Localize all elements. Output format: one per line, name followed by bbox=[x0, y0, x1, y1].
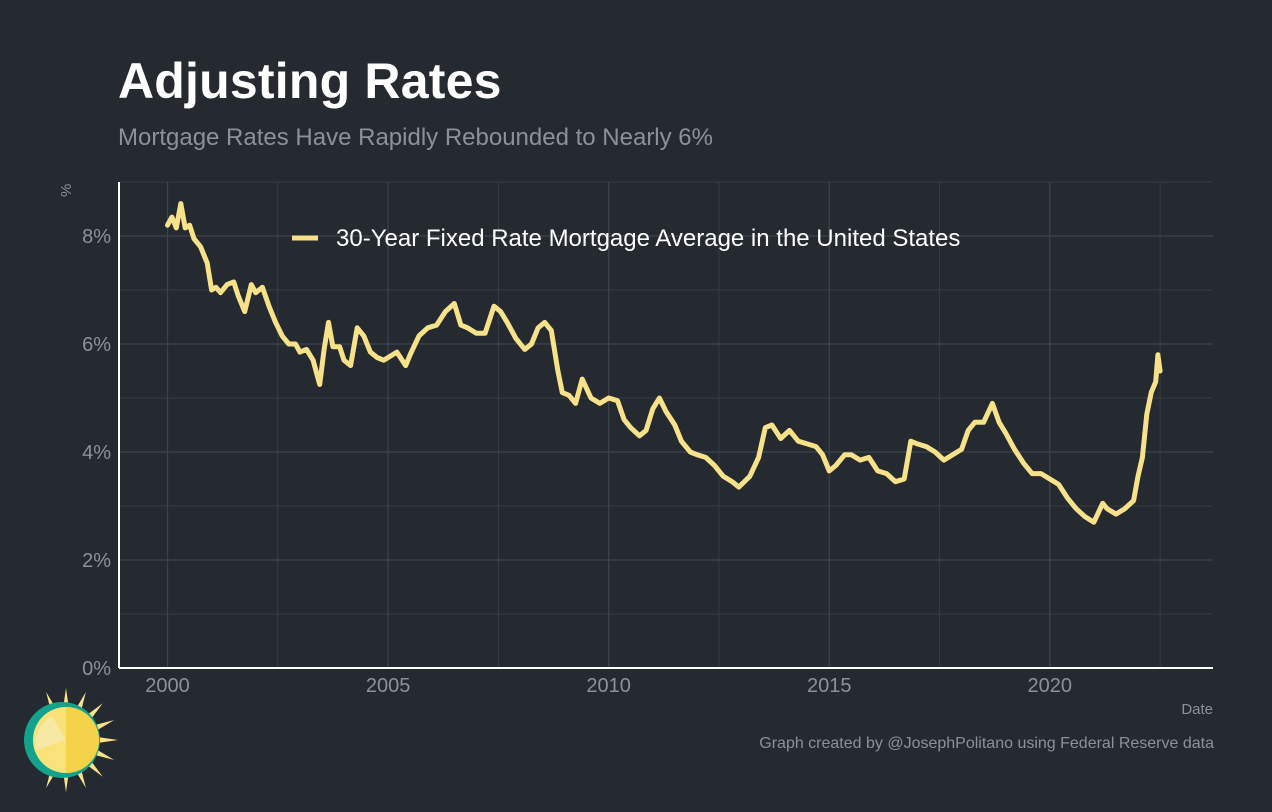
x-axis-label: Date bbox=[1181, 701, 1213, 718]
legend: 30-Year Fixed Rate Mortgage Average in t… bbox=[292, 225, 960, 252]
axes: % Date bbox=[58, 182, 1213, 718]
y-tick-label: 8% bbox=[82, 226, 111, 248]
x-tick-label: 2005 bbox=[366, 675, 411, 697]
sun-icon bbox=[24, 688, 118, 792]
grid-lines bbox=[119, 181, 1213, 668]
chart-subtitle: Mortgage Rates Have Rapidly Rebounded to… bbox=[118, 124, 713, 151]
y-tick-label: 2% bbox=[82, 550, 111, 572]
y-tick-label: 0% bbox=[82, 658, 111, 680]
y-tick-label: 4% bbox=[82, 442, 111, 464]
x-tick-label: 2000 bbox=[145, 675, 190, 697]
y-tick-label: 6% bbox=[82, 334, 111, 356]
source-caption: Graph created by @JosephPolitano using F… bbox=[759, 735, 1214, 752]
x-tick-label: 2010 bbox=[586, 675, 631, 697]
legend-label: 30-Year Fixed Rate Mortgage Average in t… bbox=[336, 225, 960, 252]
x-tick-label: 2020 bbox=[1028, 675, 1073, 697]
series-line bbox=[165, 201, 1163, 525]
y-axis-label: % bbox=[58, 184, 75, 197]
series bbox=[165, 201, 1163, 525]
x-tick-label: 2015 bbox=[807, 675, 852, 697]
chart-title: Adjusting Rates bbox=[118, 53, 502, 109]
tick-labels: 0% 2% 4% 6% 8% 2000 2005 2010 2015 2020 bbox=[82, 226, 1072, 697]
